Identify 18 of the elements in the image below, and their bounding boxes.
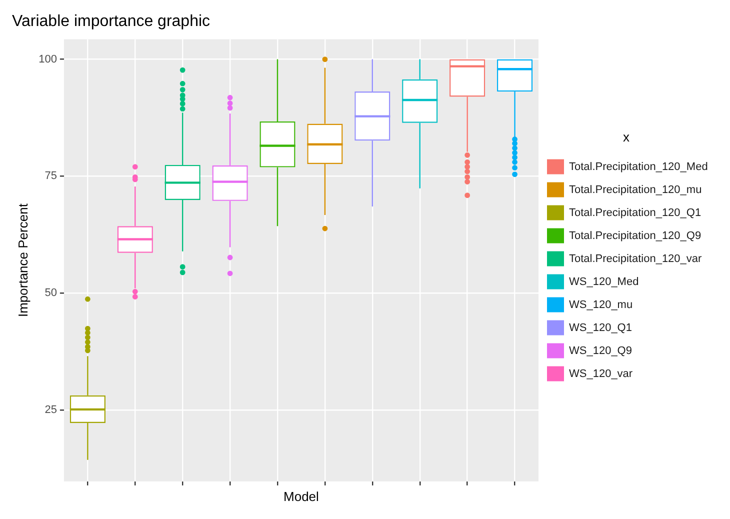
legend-title: x (623, 129, 630, 144)
legend-label: Total.Precipitation_120_mu (569, 184, 702, 196)
legend-label: WS_120_Q9 (569, 344, 632, 357)
y-tick-label: 75 (44, 170, 57, 182)
x-axis-title: Model (284, 488, 320, 504)
y-tick-label: 25 (44, 404, 57, 416)
legend-label: Total.Precipitation_120_Med (569, 160, 708, 173)
legend-label: Total.Precipitation_120_Q9 (569, 230, 702, 242)
legend-label: WS_120_mu (569, 298, 633, 311)
legend-label: Total.Precipitation_120_Q1 (569, 206, 702, 219)
y-axis-title: Importance Percent (15, 203, 30, 318)
legend-label: WS_120_var (569, 368, 633, 380)
y-tick-label: 50 (44, 287, 57, 300)
chart-title: Variable importance graphic (12, 13, 210, 30)
legend-label: WS_120_Q1 (569, 322, 632, 334)
legend-label: WS_120_Med (569, 276, 639, 288)
y-tick-label: 100 (38, 53, 57, 66)
legend-label: Total.Precipitation_120_var (569, 252, 702, 265)
